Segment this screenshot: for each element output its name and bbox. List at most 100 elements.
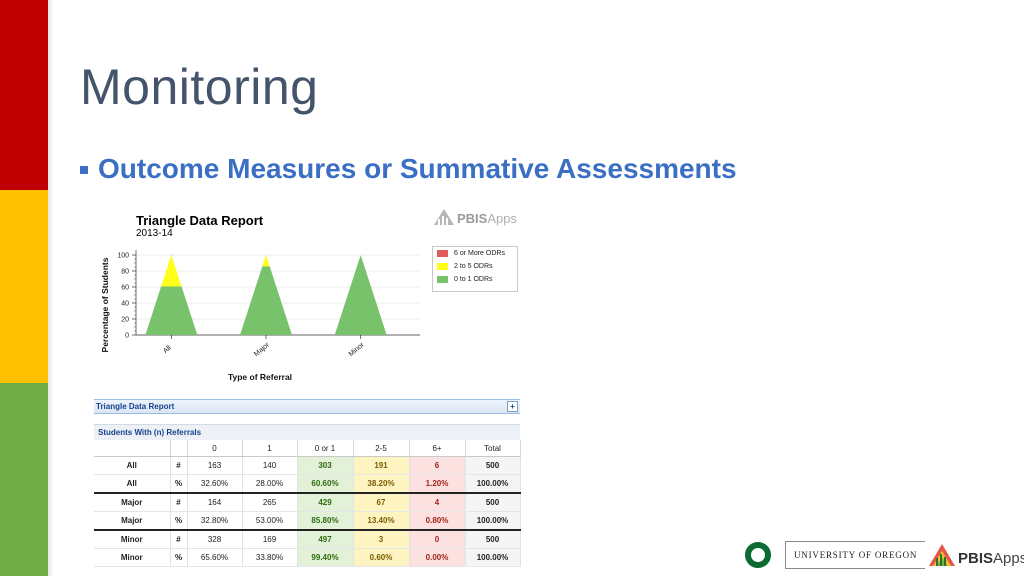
column-header[interactable]: 0 or 1 [297,440,354,457]
apps-brand-text: Apps [487,211,517,226]
legend-label: 0 to 1 ODRs [454,276,493,283]
university-name: UNIVERSITY OF OREGON [785,541,926,569]
cell-6-plus: 0.00% [409,548,466,567]
square-bullet-icon [80,166,88,174]
column-header[interactable]: 1 [242,440,298,457]
triangle-segment [240,266,292,335]
referral-table: 0 1 0 or 1 2-5 6+ Total All # 163 140 30… [94,440,521,567]
cell-0: 163 [187,456,243,475]
cell-2-5: 0.60% [353,548,410,567]
row-type: % [170,548,188,567]
report-panel-header: Triangle Data Report + [94,399,520,414]
column-header[interactable]: 0 [187,440,243,457]
cell-0-or-1: 60.60% [297,474,354,494]
x-axis-label: Type of Referral [228,372,292,382]
triangle-segment [161,255,182,287]
pbis-triangle-icon [434,209,454,225]
table-row: All # 163 140 303 191 6 500 [94,456,521,475]
y-tick-label: 100 [117,253,129,260]
triangle-report-panel: Triangle Data Report + Students With (n)… [94,399,521,567]
cell-1: 28.00% [242,474,298,494]
row-type: # [170,493,188,512]
y-axis-label: Percentage of Students [100,257,110,352]
row-label: Major [94,493,171,512]
table-row: All % 32.60% 28.00% 60.60% 38.20% 1.20% … [94,474,521,494]
cell-0-or-1: 303 [297,456,354,475]
legend-swatch [437,276,448,283]
y-tick-label: 40 [121,301,129,308]
row-type: % [170,474,188,494]
column-header[interactable]: 2-5 [353,440,410,457]
y-tick-label: 60 [121,285,129,292]
pbis-triangle-icon [929,544,955,566]
legend-entry: 0 to 1 ODRs [433,273,517,286]
cell-total: 100.00% [465,511,521,531]
cell-2-5: 38.20% [353,474,410,494]
y-tick-label: 0 [125,333,129,340]
row-type: # [170,530,188,549]
x-tick-label: Major [253,341,271,358]
legend-entry: 6 or More ODRs [433,247,517,260]
bullet-item: Outcome Measures or Summative Assessment… [80,153,737,185]
cell-0: 32.80% [187,511,243,531]
table-header-row: 0 1 0 or 1 2-5 6+ Total [94,440,521,457]
cell-total: 500 [465,456,521,475]
stripe-shadow [48,0,54,576]
row-type: # [170,456,188,475]
accent-stripe-yellow [0,190,48,383]
cell-total: 500 [465,530,521,549]
x-tick-label: Minor [348,341,366,358]
cell-2-5: 13.40% [353,511,410,531]
row-type: % [170,511,188,531]
pbis-apps-logo-small: PBIS Apps [433,208,517,226]
cell-2-5: 3 [353,530,410,549]
report-subheader: Students With (n) Referrals [94,424,520,440]
row-label: Minor [94,548,171,567]
cell-0-or-1: 85.80% [297,511,354,531]
triangle-segment [334,255,387,335]
cell-1: 169 [242,530,298,549]
university-of-oregon-logo: UNIVERSITY OF OREGON [741,541,926,569]
cell-0: 328 [187,530,243,549]
cell-1: 265 [242,493,298,512]
cell-6-plus: 0 [409,530,466,549]
cell-1: 33.80% [242,548,298,567]
cell-0: 65.60% [187,548,243,567]
cell-0-or-1: 429 [297,493,354,512]
cell-1: 53.00% [242,511,298,531]
cell-6-plus: 0.80% [409,511,466,531]
table-row: Minor % 65.60% 33.80% 99.40% 0.60% 0.00%… [94,548,521,567]
cell-total: 500 [465,493,521,512]
legend-swatch [437,250,448,257]
column-header[interactable]: 6+ [409,440,466,457]
cell-1: 140 [242,456,298,475]
triangle-segment [171,255,172,256]
accent-stripe-green [0,383,48,576]
triangle-segment [145,286,198,335]
cell-0: 32.60% [187,474,243,494]
legend-entry: 2 to 5 ODRs [433,260,517,273]
column-header [170,440,188,457]
chart-title: Triangle Data Report [136,213,264,228]
row-label: Minor [94,530,171,549]
table-row: Major % 32.80% 53.00% 85.80% 13.40% 0.80… [94,511,521,531]
triangle-segment [262,255,270,267]
cell-0-or-1: 99.40% [297,548,354,567]
report-panel-title: Triangle Data Report [96,402,175,411]
cell-6-plus: 4 [409,493,466,512]
chart-legend: 6 or More ODRs 2 to 5 ODRs 0 to 1 ODRs [432,246,518,292]
column-header[interactable]: Total [465,440,521,457]
expand-icon[interactable]: + [507,401,518,412]
cell-0: 164 [187,493,243,512]
cell-total: 100.00% [465,474,521,494]
cell-0-or-1: 497 [297,530,354,549]
bullet-text: Outcome Measures or Summative Assessment… [98,153,737,184]
row-label: All [94,456,171,475]
cell-6-plus: 1.20% [409,474,466,494]
legend-label: 6 or More ODRs [454,250,505,257]
pbis-brand-text: PBIS [958,550,994,567]
pbis-apps-logo: PBIS Apps [928,543,1024,567]
chart-subtitle: 2013-14 [136,228,173,239]
apps-brand-text: Apps [993,550,1024,567]
table-row: Major # 164 265 429 67 4 500 [94,493,521,512]
